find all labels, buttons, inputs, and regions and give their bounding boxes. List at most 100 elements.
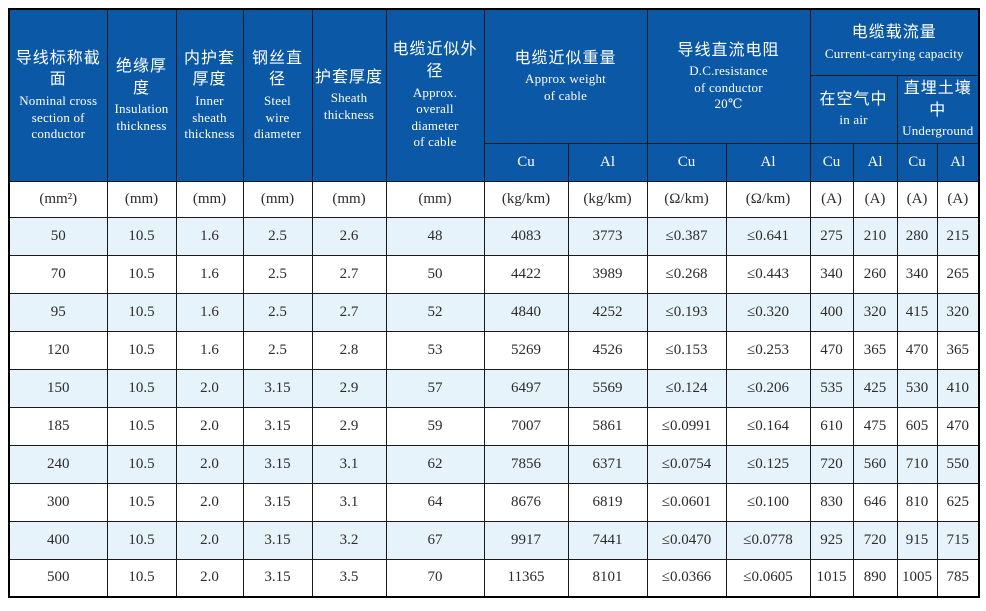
header-steel-wire-diameter-en: Steel wire diameter xyxy=(253,92,302,142)
table-cell: 425 xyxy=(852,368,898,408)
table-row: 240 10.5 2.0 3.15 3.1 62 7856 6371 ≤0.0754 ≤0.125… xyxy=(8,444,980,484)
unit-cell: (mm) xyxy=(242,180,313,218)
table-cell: 10.5 xyxy=(106,330,177,370)
table-cell: 120 xyxy=(8,330,108,370)
table-cell: 2.6 xyxy=(311,216,387,256)
table-cell: 3.15 xyxy=(242,558,313,598)
table-cell: 5569 xyxy=(567,368,648,408)
header-row-metals: Cu Al Cu Al Cu Al Cu Al xyxy=(9,142,980,182)
table-cell: 2.7 xyxy=(311,254,387,294)
unit-cell: (mm) xyxy=(385,180,485,218)
table-row: 150 10.5 2.0 3.15 2.9 57 6497 5569 ≤0.124 ≤0.206 5… xyxy=(8,368,980,408)
table-cell: 4252 xyxy=(567,292,648,332)
table-cell: 365 xyxy=(852,330,898,370)
unit-cell: (A) xyxy=(896,180,938,218)
table-cell: 625 xyxy=(936,482,980,522)
table-row: 300 10.5 2.0 3.15 3.1 64 8676 6819 ≤0.0601 ≤0.100… xyxy=(8,482,980,522)
table-cell: 48 xyxy=(385,216,485,256)
table-cell: ≤0.164 xyxy=(725,406,811,446)
table-cell: 10.5 xyxy=(106,482,177,522)
table-cell: 3.15 xyxy=(242,520,313,560)
table-cell: 810 xyxy=(896,482,938,522)
table-cell: 150 xyxy=(8,368,108,408)
header-inner-sheath-thickness: 内护套 厚度 Inner sheath thickness xyxy=(175,8,244,182)
table-cell: 9917 xyxy=(483,520,569,560)
header-nominal-section-zh: 导线标称截面 xyxy=(15,49,101,89)
table-cell: 53 xyxy=(385,330,485,370)
table-row: 500 10.5 2.0 3.15 3.5 70 11365 8101 ≤0.0366 ≤0.06… xyxy=(8,558,980,598)
table-cell: 550 xyxy=(936,444,980,484)
header-approx-weight-en: Approx weight of cable xyxy=(525,71,606,104)
page: 导线标称截面 Nominal cross section of conducto… xyxy=(8,8,981,598)
table-cell: 320 xyxy=(936,292,980,332)
table-cell: 50 xyxy=(8,216,108,256)
header-overall-diameter: 电缆近似外径 Approx. overall diameter of cable xyxy=(385,8,485,182)
table-cell: 8676 xyxy=(483,482,569,522)
table-cell: ≤0.125 xyxy=(725,444,811,484)
table-row: 120 10.5 1.6 2.5 2.8 53 5269 4526 ≤0.153 ≤0.253 47… xyxy=(8,330,980,370)
table-cell: ≤0.193 xyxy=(646,292,727,332)
table-cell: 57 xyxy=(385,368,485,408)
table-cell: 215 xyxy=(936,216,980,256)
table-cell: 2.8 xyxy=(311,330,387,370)
header-underground-zh: 直埋土壤中 xyxy=(903,80,972,119)
table-row: 95 10.5 1.6 2.5 2.7 52 4840 4252 ≤0.193 ≤0.320 400… xyxy=(8,292,980,332)
table-cell: 50 xyxy=(385,254,485,294)
table-cell: 720 xyxy=(852,520,898,560)
table-cell: 7007 xyxy=(483,406,569,446)
table-cell: 715 xyxy=(936,520,980,560)
header-inner-sheath-thickness-zh: 内护套 厚度 xyxy=(183,49,235,89)
table-cell: 52 xyxy=(385,292,485,332)
table-cell: 2.0 xyxy=(175,482,244,522)
metal-header-resistance-al: Al xyxy=(725,142,811,182)
table-cell: 3.15 xyxy=(242,444,313,484)
table-cell: 475 xyxy=(852,406,898,446)
table-cell: 5269 xyxy=(483,330,569,370)
table-cell: 6371 xyxy=(567,444,648,484)
table-cell: 95 xyxy=(8,292,108,332)
table-cell: 10.5 xyxy=(106,444,177,484)
table-cell: 3.2 xyxy=(311,520,387,560)
table-cell: 2.0 xyxy=(175,558,244,598)
table-cell: 500 xyxy=(8,558,108,598)
header-dc-resistance-zh: 导线直流电阻 xyxy=(677,41,780,59)
metal-header-resistance-cu: Cu xyxy=(646,142,727,182)
metal-header-underground-al: Al xyxy=(936,142,980,182)
table-cell: 2.5 xyxy=(242,216,313,256)
unit-cell: (A) xyxy=(852,180,898,218)
table-cell: 1.6 xyxy=(175,330,244,370)
table-cell: 610 xyxy=(809,406,854,446)
table-cell: 890 xyxy=(852,558,898,598)
table-cell: 300 xyxy=(8,482,108,522)
table-cell: 2.7 xyxy=(311,292,387,332)
table-cell: 10.5 xyxy=(106,520,177,560)
table-cell: 3989 xyxy=(567,254,648,294)
table-cell: 3.15 xyxy=(242,406,313,446)
table-cell: 10.5 xyxy=(106,292,177,332)
table-header: 导线标称截面 Nominal cross section of conducto… xyxy=(8,8,980,218)
header-steel-wire-diameter: 钢丝直径 Steel wire diameter xyxy=(242,8,313,182)
table-cell: 70 xyxy=(8,254,108,294)
table-cell: 1.6 xyxy=(175,292,244,332)
table-cell: 2.9 xyxy=(311,368,387,408)
table-cell: 6819 xyxy=(567,482,648,522)
table-cell: 3.1 xyxy=(311,482,387,522)
unit-cell: (A) xyxy=(809,180,854,218)
header-in-air: 在空气中 in air xyxy=(809,74,898,144)
table-cell: 6497 xyxy=(483,368,569,408)
table-cell: 67 xyxy=(385,520,485,560)
table-cell: 3773 xyxy=(567,216,648,256)
table-cell: 10.5 xyxy=(106,216,177,256)
unit-cell: (kg/km) xyxy=(567,180,648,218)
table-cell: 210 xyxy=(852,216,898,256)
table-cell: 915 xyxy=(896,520,938,560)
table-cell: 2.9 xyxy=(311,406,387,446)
table-cell: 64 xyxy=(385,482,485,522)
table-cell: 320 xyxy=(852,292,898,332)
header-current-capacity: 电缆载流量 Current-carrying capacity xyxy=(809,8,980,76)
table-cell: 70 xyxy=(385,558,485,598)
header-overall-diameter-zh: 电缆近似外径 xyxy=(392,41,478,80)
header-dc-resistance: 导线直流电阻 D.C.resistance of conductor 20℃ xyxy=(646,8,811,144)
unit-cell: (mm²) xyxy=(8,180,108,218)
table-cell: 4083 xyxy=(483,216,569,256)
